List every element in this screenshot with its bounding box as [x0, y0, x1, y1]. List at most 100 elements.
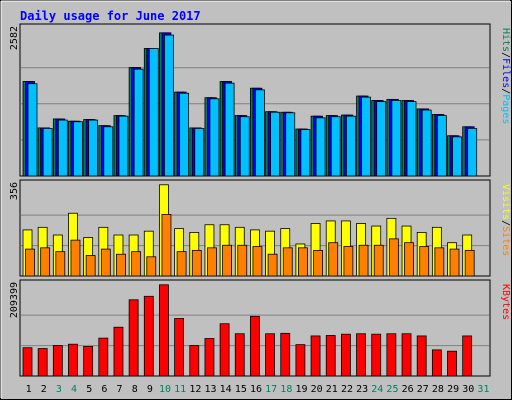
day-label-2: 2	[41, 384, 47, 395]
bar-sites-day-25	[388, 238, 399, 277]
bar-pages-day-7	[118, 115, 129, 177]
bar-pages-day-30	[467, 128, 478, 177]
bar-sites-day-20	[313, 249, 323, 277]
bar-kbytes-day-9	[143, 295, 154, 377]
bar-sites-day-14	[222, 244, 232, 277]
bar-sites-day-18	[282, 247, 293, 277]
bar-pages-day-13	[209, 98, 220, 177]
bar-pages-day-5	[88, 119, 99, 177]
bar-sites-day-9	[146, 256, 157, 277]
bar-kbytes-day-3	[52, 345, 63, 377]
day-label-24: 24	[371, 384, 383, 395]
panel-visits-sites: 356 Visits/Sites	[9, 179, 511, 277]
bar-pages-day-29	[452, 136, 462, 177]
bar-kbytes-day-20	[310, 335, 321, 377]
legend-entry: KBytes	[500, 284, 511, 320]
day-label-1: 1	[26, 384, 32, 395]
bar-kbytes-day-22	[340, 333, 351, 377]
legend-entry: Files	[500, 58, 511, 88]
bar-pages-day-26	[406, 101, 417, 177]
bar-pages-day-22	[345, 115, 356, 177]
bar-kbytes-day-28	[431, 349, 442, 377]
bar-kbytes-day-5	[83, 345, 94, 377]
bar-kbytes-day-1	[22, 347, 33, 377]
bar-pages-day-23	[361, 96, 371, 177]
legend-kbytes: KBytes	[500, 284, 511, 320]
bar-sites-day-24	[373, 244, 384, 277]
bar-kbytes-day-11	[174, 318, 185, 377]
bar-pages-day-2	[42, 128, 53, 177]
bar-sites-day-10	[161, 214, 172, 277]
day-label-19: 19	[295, 384, 307, 395]
day-label-11: 11	[174, 384, 186, 395]
y-max-label: 356	[9, 182, 20, 200]
day-label-15: 15	[235, 384, 247, 395]
day-label-21: 21	[326, 384, 338, 395]
bar-pages-day-17	[270, 111, 280, 177]
bar-pages-day-12	[194, 128, 205, 177]
bar-kbytes-day-23	[356, 333, 366, 377]
bar-kbytes-day-16	[250, 315, 260, 377]
bar-sites-day-11	[176, 251, 187, 277]
day-label-18: 18	[280, 384, 292, 395]
bar-kbytes-day-21	[325, 335, 336, 377]
bar-sites-day-15	[237, 244, 248, 277]
bar-sites-day-1	[25, 248, 35, 277]
bar-sites-day-3	[55, 251, 66, 277]
bar-kbytes-day-14	[219, 323, 230, 377]
bar-sites-day-16	[252, 246, 263, 277]
bar-kbytes-day-17	[265, 333, 275, 377]
day-label-29: 29	[447, 384, 459, 395]
bar-pages-day-8	[133, 68, 144, 177]
day-label-12: 12	[189, 384, 201, 395]
bar-pages-day-11	[179, 92, 190, 177]
day-label-6: 6	[101, 384, 107, 395]
day-label-17: 17	[265, 384, 277, 395]
bar-kbytes-day-30	[462, 335, 473, 377]
panel-kbytes: 209399 KBytes	[9, 279, 511, 377]
legend-entry: Visits	[500, 184, 511, 220]
day-label-27: 27	[417, 384, 429, 395]
bar-kbytes-day-26	[401, 333, 412, 377]
bar-sites-day-27	[419, 246, 430, 277]
x-tick-labels: 1 2 3 4 5 6 7 8 9 10 11 12 13 14 15 16 17 18 19 20 21 22 23 24 2…	[26, 384, 490, 395]
bar-pages-day-24	[376, 101, 387, 177]
bar-sites-day-5	[85, 255, 96, 277]
bar-pages-day-27	[421, 109, 432, 177]
bar-sites-day-19	[298, 247, 308, 277]
bar-pages-day-25	[391, 100, 402, 177]
day-label-20: 20	[311, 384, 323, 395]
day-label-8: 8	[132, 384, 138, 395]
legend-entry: /	[500, 220, 511, 226]
bar-pages-day-14	[224, 82, 235, 177]
bar-kbytes-day-29	[447, 350, 457, 377]
bar-sites-day-7	[116, 253, 126, 277]
day-label-30: 30	[462, 384, 474, 395]
bar-sites-day-29	[449, 248, 460, 277]
legend-entry: /	[500, 52, 511, 58]
bar-pages-day-16	[255, 89, 265, 177]
panel-hits-files-pages: 2582 Hits/Files/Pages	[9, 23, 511, 177]
chart-title: Daily usage for June 2017	[20, 9, 201, 23]
bar-kbytes-day-15	[234, 333, 245, 377]
bar-sites-day-26	[404, 242, 414, 277]
day-label-31: 31	[477, 384, 489, 395]
bar-kbytes-day-19	[295, 344, 306, 377]
day-label-10: 10	[159, 384, 171, 395]
day-label-28: 28	[432, 384, 444, 395]
bar-sites-day-13	[207, 247, 217, 277]
bar-sites-day-22	[343, 246, 354, 277]
bar-pages-day-15	[239, 116, 250, 177]
y-max-label: 2582	[9, 26, 20, 50]
day-label-22: 22	[341, 384, 353, 395]
day-label-26: 26	[402, 384, 414, 395]
legend-entry: Hits	[500, 28, 511, 52]
bar-pages-day-18	[285, 112, 296, 177]
bar-pages-day-1	[27, 83, 38, 177]
bar-sites-day-12	[191, 249, 202, 277]
bar-sites-day-6	[100, 248, 111, 277]
bar-sites-day-2	[40, 247, 51, 277]
bar-kbytes-day-13	[204, 338, 215, 377]
bar-kbytes-day-24	[371, 333, 382, 377]
